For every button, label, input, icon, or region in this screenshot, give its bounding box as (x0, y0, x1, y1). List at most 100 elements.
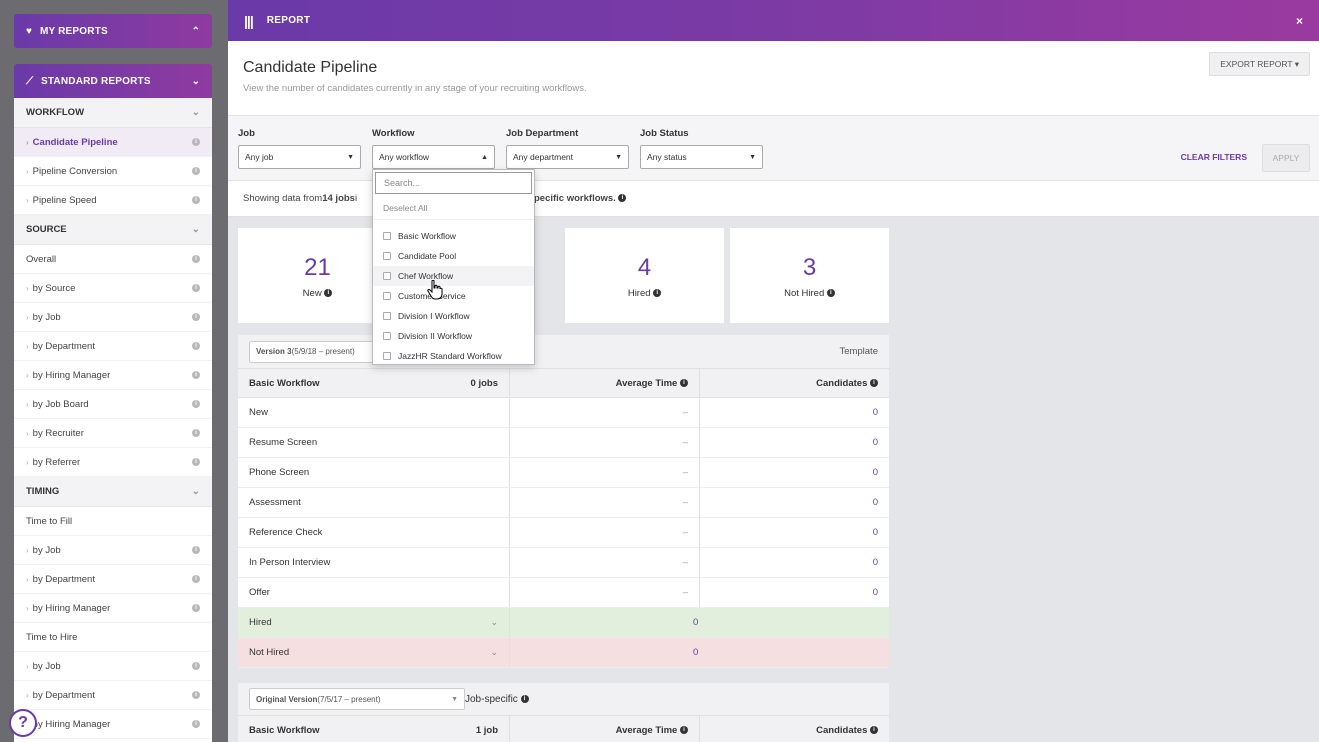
sidebar-item[interactable]: Time to Hire (14, 623, 212, 652)
sidebar-section[interactable]: WORKFLOW ⌄ (14, 98, 212, 128)
info-icon[interactable]: i (520, 694, 529, 703)
info-icon[interactable]: i (192, 429, 200, 437)
dropdown-search-input[interactable]: Search... (375, 172, 532, 194)
chevron-right-icon: › (26, 283, 29, 293)
sidebar-item[interactable]: › by Job i (14, 652, 212, 681)
info-icon[interactable]: i (653, 289, 662, 298)
dropdown-option[interactable]: Basic Workflow (373, 226, 534, 246)
info-icon[interactable]: i (192, 138, 200, 146)
chevron-right-icon: › (26, 574, 29, 584)
sidebar-item[interactable]: › by Source i (14, 274, 212, 303)
table-row: New – 0 (238, 398, 889, 428)
info-icon[interactable]: i (870, 726, 878, 734)
table-row: Phone Screen – 0 (238, 458, 889, 488)
chevron-down-icon[interactable]: ⌄ (490, 617, 498, 627)
info-icon[interactable]: i (192, 342, 200, 350)
export-report-button[interactable]: EXPORT REPORT ▾ (1209, 52, 1310, 76)
checkbox[interactable] (383, 232, 391, 240)
sidebar-item[interactable]: › by Department i (14, 565, 212, 594)
sidebar-item[interactable]: › by Department i (14, 332, 212, 361)
info-icon[interactable]: i (680, 379, 688, 387)
my-reports-button[interactable]: ♥ MY REPORTS ⌃ (14, 14, 212, 48)
candidate-count[interactable]: 0 (872, 587, 878, 598)
version-range: (7/5/17 – present) (317, 694, 381, 704)
close-icon[interactable]: × (1295, 13, 1303, 28)
sidebar-item[interactable]: › Pipeline Conversion i (14, 157, 212, 186)
checkbox[interactable] (383, 252, 391, 260)
clear-filters-button[interactable]: CLEAR FILTERS (1180, 152, 1247, 162)
sidebar-item-label: by Job (32, 660, 61, 672)
checkbox[interactable] (383, 272, 391, 280)
candidate-count[interactable]: 0 (872, 497, 878, 508)
sidebar-item[interactable]: › by Department i (14, 681, 212, 710)
sidebar-item[interactable]: Time to Fill (14, 507, 212, 536)
candidate-count[interactable]: 0 (872, 527, 878, 538)
info-icon[interactable]: i (192, 575, 200, 583)
info-icon[interactable]: i (192, 691, 200, 699)
candidate-count[interactable]: 0 (872, 407, 878, 418)
apply-button[interactable]: APPLY (1262, 144, 1310, 172)
info-icon[interactable]: i (192, 313, 200, 321)
stat-label: New (302, 288, 322, 299)
dropdown-option[interactable]: JazzHR Standard Workflow (373, 346, 534, 366)
dropdown-option[interactable]: Chef Workflow (373, 266, 534, 286)
info-icon[interactable]: i (192, 604, 200, 612)
dropdown-option[interactable]: Division I Workflow (373, 306, 534, 326)
info-icon[interactable]: i (680, 726, 688, 734)
info-icon[interactable]: i (192, 255, 200, 263)
columns-icon[interactable]: ||| (244, 12, 254, 29)
checkbox[interactable] (383, 312, 391, 320)
deselect-all-link[interactable]: Deselect All (373, 196, 534, 220)
average-time: – (682, 407, 688, 418)
chevron-down-icon[interactable]: ⌄ (490, 647, 498, 657)
sidebar-section[interactable]: SOURCE ⌄ (14, 215, 212, 245)
sidebar-section[interactable]: TIMING ⌄ (14, 477, 212, 507)
candidate-count[interactable]: 0 (872, 557, 878, 568)
candidate-count[interactable]: 0 (872, 437, 878, 448)
dropdown-option[interactable]: Candidate Pool (373, 246, 534, 266)
info-icon[interactable]: i (618, 194, 627, 203)
info-icon[interactable]: i (192, 458, 200, 466)
info-icon[interactable]: i (192, 167, 200, 175)
chart-icon: ⟋ (26, 75, 33, 87)
info-icon[interactable]: i (192, 400, 200, 408)
info-icon[interactable]: i (192, 371, 200, 379)
department-select[interactable]: Any department ▼ (506, 145, 629, 169)
info-icon[interactable]: i (324, 289, 333, 298)
dropdown-option[interactable]: Division II Workflow (373, 326, 534, 346)
checkbox[interactable] (383, 332, 391, 340)
sidebar-item[interactable]: › by Job i (14, 303, 212, 332)
sidebar-item[interactable]: › Candidate Pipeline i (14, 128, 212, 157)
info-icon[interactable]: i (192, 720, 200, 728)
info-icon[interactable]: i (870, 379, 878, 387)
standard-reports-button[interactable]: ⟋ STANDARD REPORTS ⌄ (14, 64, 212, 98)
workflow-select[interactable]: Any workflow ▲ (372, 145, 495, 169)
version-select[interactable]: Version 3 (5/9/18 – present) (249, 340, 379, 363)
chevron-right-icon: › (26, 457, 29, 467)
hired-row[interactable]: Hired ⌄ 0 (238, 608, 889, 638)
filter-bar: Job Any job ▼ Workflow Any workflow ▲ Job … (228, 115, 1319, 181)
status-select[interactable]: Any status ▼ (640, 145, 763, 169)
version-select[interactable]: Original Version (7/5/17 – present) ▼ (249, 688, 465, 710)
checkbox[interactable] (383, 352, 391, 360)
candidate-count[interactable]: 0 (872, 467, 878, 478)
sidebar-item[interactable]: › by Job Board i (14, 390, 212, 419)
info-icon[interactable]: i (192, 662, 200, 670)
help-icon[interactable]: ? (9, 709, 37, 737)
info-icon[interactable]: i (192, 546, 200, 554)
sidebar-item[interactable]: › Pipeline Speed i (14, 186, 212, 215)
sidebar-item[interactable]: › by Referrer i (14, 448, 212, 477)
sidebar-item[interactable]: › by Recruiter i (14, 419, 212, 448)
info-icon[interactable]: i (192, 196, 200, 204)
job-select[interactable]: Any job ▼ (238, 145, 361, 169)
not-hired-row[interactable]: Not Hired ⌄ 0 (238, 638, 889, 668)
info-icon[interactable]: i (192, 284, 200, 292)
sidebar-item[interactable]: › by Job i (14, 536, 212, 565)
dropdown-option[interactable]: Customer Service (373, 286, 534, 306)
checkbox[interactable] (383, 292, 391, 300)
info-icon[interactable]: i (826, 289, 835, 298)
sidebar-item[interactable]: Overall i (14, 245, 212, 274)
